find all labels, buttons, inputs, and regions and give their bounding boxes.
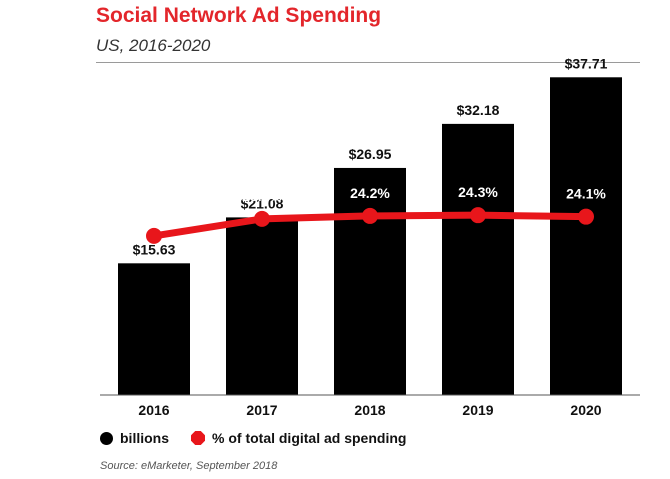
percent-label-2017: 23.8% [242,188,282,204]
legend-label-billions: billions [120,430,169,446]
x-tick-label-2018: 2018 [354,402,385,418]
legend-swatch-percent [191,431,205,445]
chart-subtitle: US, 2016-2020 [96,36,211,55]
bar-value-label-2020: $37.71 [565,55,608,71]
chart-legend: billions % of total digital ad spending [100,430,428,446]
bar-value-label-2016: $15.63 [133,241,176,257]
bar-2017 [226,217,298,395]
percent-point-2017 [254,210,270,227]
percent-point-2016 [146,227,162,244]
bar-value-label-2019: $32.18 [457,102,500,118]
bar-2018 [334,167,406,395]
x-tick-label-2019: 2019 [462,402,493,418]
x-tick-label-2016: 2016 [138,402,169,418]
legend-item-percent: % of total digital ad spending [191,430,406,446]
percent-label-2016: 21.5% [134,205,174,221]
chart-title: Social Network Ad Spending [96,4,382,27]
chart-source: Source: eMarketer, September 2018 [100,460,278,472]
percent-point-2018 [362,207,378,224]
chart-area: $15.63 2016 $21.08 2017 $26.95 2018 $32.18 2019… [100,55,640,418]
percent-label-2018: 24.2% [350,185,390,201]
bar-value-label-2017: $21.08 [241,195,284,211]
percent-point-2019 [470,207,486,224]
legend-item-billions: billions [100,430,169,446]
percent-label-2019: 24.3% [458,184,498,200]
percent-label-2020: 24.1% [566,186,606,202]
x-tick-label-2020: 2020 [570,402,601,418]
x-tick-label-2017: 2017 [246,402,277,418]
bar-2019 [442,123,514,396]
bar-2016 [118,263,190,395]
bar-value-label-2018: $26.95 [349,146,392,162]
legend-swatch-billions [100,431,113,445]
percent-point-2020 [578,208,594,225]
title-divider [96,62,640,63]
bar-2020 [550,77,622,396]
legend-label-percent: % of total digital ad spending [212,430,407,446]
